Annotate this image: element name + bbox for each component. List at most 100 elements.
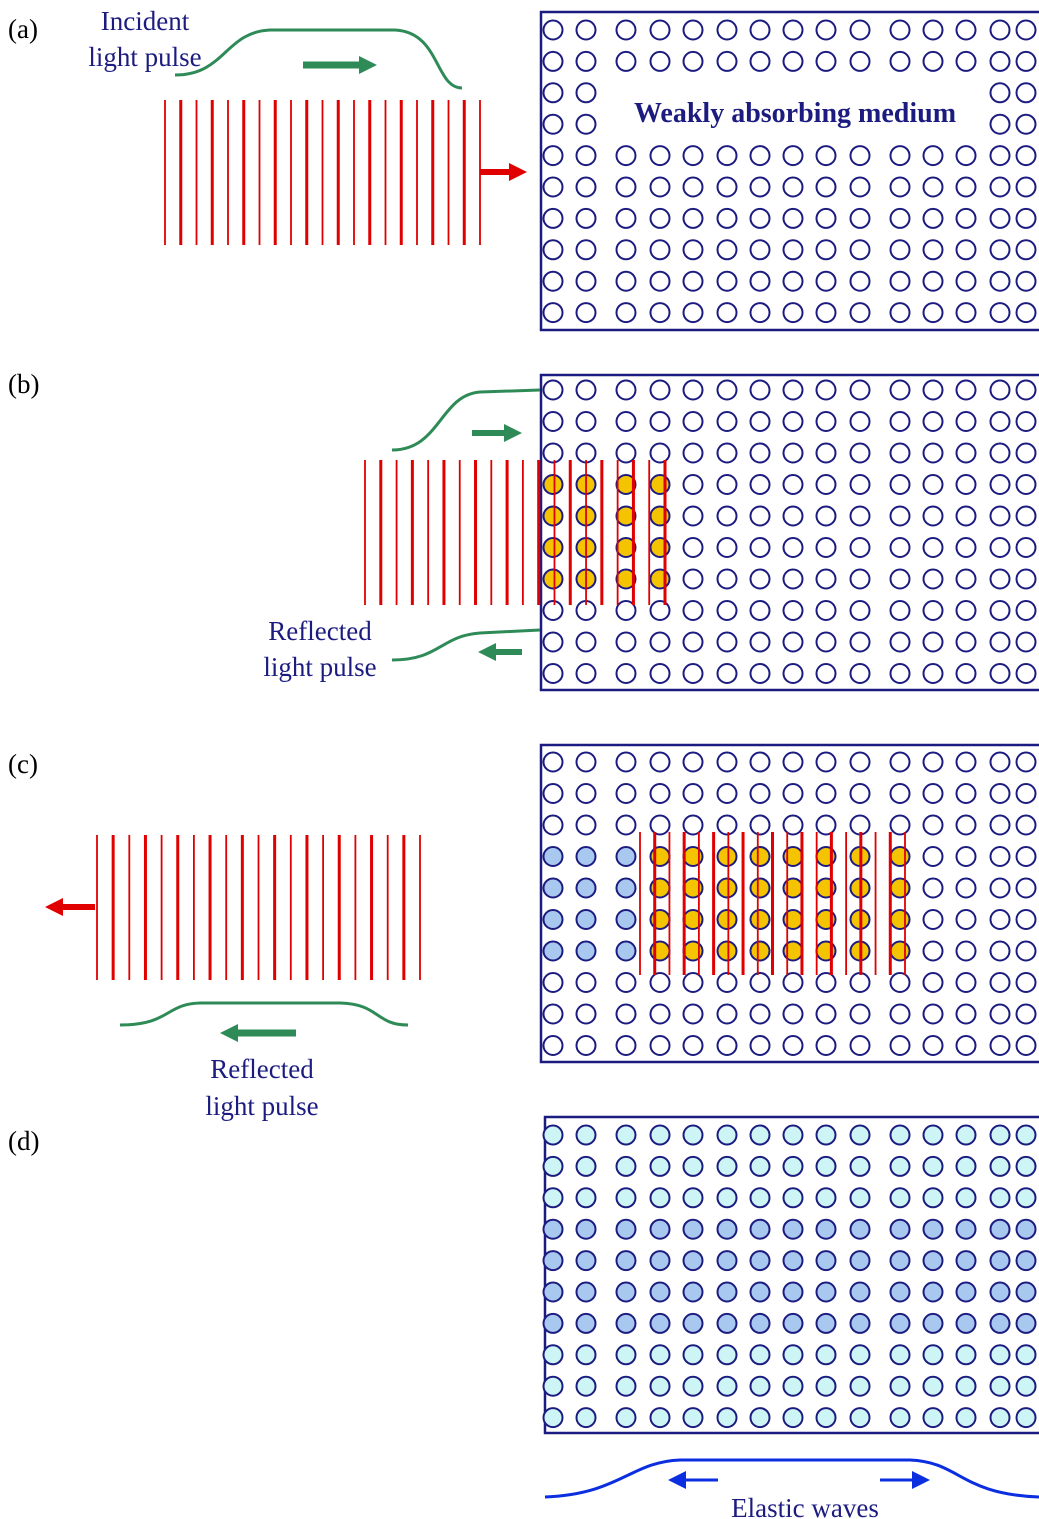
particle bbox=[889, 442, 911, 464]
particle bbox=[922, 846, 944, 867]
particle bbox=[716, 1155, 738, 1177]
particle bbox=[716, 1250, 738, 1272]
particle bbox=[815, 1281, 837, 1303]
particle bbox=[749, 50, 771, 72]
particle bbox=[889, 814, 911, 836]
particle bbox=[542, 1375, 564, 1397]
particle bbox=[542, 505, 564, 527]
particle bbox=[989, 568, 1011, 590]
particle bbox=[782, 1003, 804, 1025]
particle bbox=[782, 505, 804, 527]
particle bbox=[716, 302, 738, 324]
particle bbox=[849, 19, 871, 41]
particle bbox=[542, 1124, 564, 1146]
particle bbox=[849, 505, 871, 527]
panel-label: (c) bbox=[8, 749, 38, 779]
particle bbox=[749, 1250, 771, 1272]
particle bbox=[575, 1250, 597, 1272]
particle bbox=[716, 909, 738, 930]
particle bbox=[989, 814, 1011, 836]
particle bbox=[849, 1155, 871, 1177]
particle bbox=[575, 1155, 597, 1177]
particle bbox=[889, 1407, 911, 1429]
particle bbox=[649, 1035, 671, 1056]
particle bbox=[849, 176, 871, 198]
particle bbox=[649, 1375, 671, 1397]
particle bbox=[889, 19, 911, 41]
particle bbox=[922, 50, 944, 72]
particle bbox=[1015, 909, 1037, 930]
particle bbox=[849, 411, 871, 432]
particle bbox=[649, 751, 671, 773]
particle bbox=[955, 19, 977, 41]
particle bbox=[575, 1407, 597, 1429]
particle bbox=[782, 663, 804, 684]
particle bbox=[615, 631, 637, 653]
particle bbox=[649, 600, 671, 621]
particle bbox=[989, 751, 1011, 773]
particle bbox=[889, 474, 911, 495]
particle bbox=[1015, 877, 1037, 899]
particle bbox=[922, 940, 944, 962]
particle bbox=[849, 783, 871, 804]
particle bbox=[749, 411, 771, 432]
particle bbox=[649, 1344, 671, 1366]
particle bbox=[955, 239, 977, 261]
particle bbox=[749, 474, 771, 495]
particle bbox=[1015, 783, 1037, 804]
particle bbox=[815, 411, 837, 432]
particle bbox=[682, 1312, 704, 1334]
particle bbox=[749, 239, 771, 261]
particle bbox=[1015, 1312, 1037, 1334]
particle bbox=[749, 1187, 771, 1209]
particle bbox=[749, 846, 771, 867]
particle bbox=[542, 877, 564, 899]
particle bbox=[749, 505, 771, 527]
particle bbox=[815, 568, 837, 590]
particle bbox=[542, 1187, 564, 1209]
particle bbox=[815, 270, 837, 292]
particle bbox=[749, 568, 771, 590]
particle bbox=[815, 631, 837, 653]
particle bbox=[1015, 442, 1037, 464]
particle bbox=[542, 442, 564, 464]
pulse-label: light pulse bbox=[205, 1091, 318, 1121]
particle bbox=[989, 972, 1011, 993]
particle bbox=[782, 1250, 804, 1272]
particle bbox=[955, 145, 977, 167]
particle bbox=[615, 814, 637, 836]
particle bbox=[849, 207, 871, 229]
particle bbox=[615, 600, 637, 621]
particle bbox=[749, 1312, 771, 1334]
particle bbox=[922, 302, 944, 324]
particle bbox=[889, 379, 911, 401]
particle bbox=[716, 631, 738, 653]
particle bbox=[889, 1375, 911, 1397]
particle bbox=[615, 1344, 637, 1366]
particle bbox=[615, 568, 637, 590]
particle bbox=[922, 909, 944, 930]
particle bbox=[849, 1187, 871, 1209]
particle bbox=[649, 1124, 671, 1146]
particle bbox=[682, 537, 704, 558]
particle bbox=[955, 505, 977, 527]
particle bbox=[849, 1124, 871, 1146]
particle bbox=[989, 1124, 1011, 1146]
particle bbox=[815, 1250, 837, 1272]
particle bbox=[889, 1003, 911, 1025]
particle bbox=[815, 1155, 837, 1177]
particle bbox=[749, 145, 771, 167]
particle bbox=[922, 1344, 944, 1366]
medium-label: Weakly absorbing medium bbox=[634, 98, 956, 129]
particle bbox=[716, 411, 738, 432]
particle bbox=[815, 474, 837, 495]
particle bbox=[889, 270, 911, 292]
particle bbox=[575, 82, 597, 104]
particle bbox=[649, 1312, 671, 1334]
particle bbox=[749, 940, 771, 962]
particle bbox=[815, 751, 837, 773]
particle bbox=[749, 783, 771, 804]
particle bbox=[922, 19, 944, 41]
particle bbox=[989, 176, 1011, 198]
particle bbox=[575, 411, 597, 432]
